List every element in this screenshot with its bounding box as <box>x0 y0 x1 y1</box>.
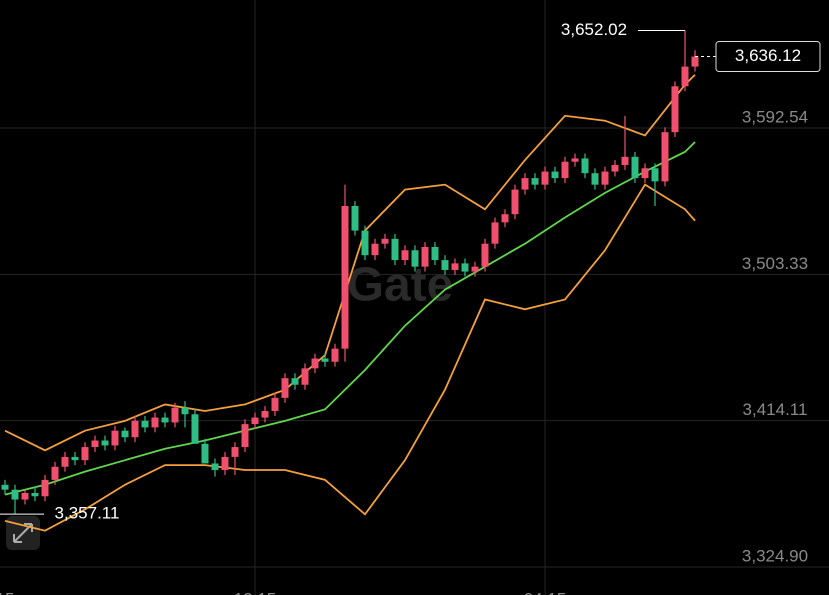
candle-body <box>571 158 579 162</box>
x-tick-label: 04:15 <box>524 589 567 595</box>
candle-body <box>351 205 359 231</box>
candle-body <box>551 171 559 179</box>
candle-body <box>481 243 489 267</box>
candle-body <box>211 463 219 471</box>
candle-body <box>591 173 599 185</box>
candle-body <box>291 378 299 385</box>
candle-body <box>51 466 59 480</box>
candle-body <box>661 132 669 182</box>
candle-body <box>471 266 479 272</box>
candle-body <box>651 168 659 182</box>
candle-body <box>331 348 339 362</box>
candle-body <box>601 171 609 185</box>
candle-body <box>121 430 129 438</box>
candle-body <box>611 164 619 172</box>
candle-body <box>261 410 269 418</box>
expand-icon[interactable] <box>6 516 40 550</box>
candle-body <box>161 417 169 423</box>
last-price-label: 3,636.12 <box>735 46 801 65</box>
candle-body <box>111 430 119 446</box>
candle-body <box>391 238 399 261</box>
candle-body <box>541 171 549 185</box>
candle-body <box>301 368 309 385</box>
candle-body <box>131 420 139 438</box>
candle-body <box>561 161 569 179</box>
candle-body <box>581 158 589 174</box>
candle-body <box>411 250 419 267</box>
candle-body <box>151 417 159 428</box>
candle-body <box>91 440 99 448</box>
candle-body <box>521 178 529 190</box>
candle-body <box>321 358 329 362</box>
y-tick-label: 3,414.11 <box>743 400 808 419</box>
candle-body <box>501 214 509 223</box>
candle-body <box>61 456 69 467</box>
high-marker-label: 3,652.02 <box>561 20 627 39</box>
candle-body <box>341 205 349 349</box>
candle-body <box>101 440 109 446</box>
y-tick-label: 3,503.33 <box>742 254 808 273</box>
candle-body <box>81 447 89 461</box>
candle-body <box>461 263 469 272</box>
x-tick-label: 15 <box>0 589 14 595</box>
x-tick-label: 12:15 <box>234 589 277 595</box>
candle-body <box>371 243 379 256</box>
candle-body <box>231 447 239 457</box>
last-price-box <box>715 41 821 73</box>
candle-body <box>281 378 289 398</box>
low-marker-label: 3,357.11 <box>55 504 120 523</box>
band-line <box>4 183 696 532</box>
candle-body <box>631 156 639 179</box>
candle-body <box>441 260 449 270</box>
candle-body <box>381 238 389 244</box>
candle-body <box>181 407 189 415</box>
candle-body <box>71 456 79 461</box>
candle-body <box>21 492 29 500</box>
candle-body <box>671 86 679 133</box>
candle-body <box>31 492 39 497</box>
band-line <box>4 141 696 496</box>
watermark: Gate <box>347 259 454 312</box>
y-tick-label: 3,592.54 <box>742 108 808 127</box>
candle-body <box>361 230 369 256</box>
y-tick-label: 3,324.90 <box>742 546 808 565</box>
candle-body <box>431 246 439 261</box>
candle-body <box>251 417 259 425</box>
candle-body <box>621 156 629 165</box>
candle-body <box>451 263 459 270</box>
candle-body <box>681 66 689 87</box>
candle-body <box>311 358 319 369</box>
candle-body <box>531 178 539 185</box>
candle-body <box>191 414 199 444</box>
candle-body <box>171 407 179 423</box>
candle-body <box>271 397 279 411</box>
candle-body <box>491 222 499 244</box>
candle-body <box>401 250 409 261</box>
candle-body <box>691 56 699 67</box>
candle-body <box>141 420 149 428</box>
candle-body <box>11 489 19 500</box>
candle-body <box>201 443 209 464</box>
candle-body <box>641 168 649 179</box>
candle-body <box>421 246 429 267</box>
candle-body <box>511 189 519 215</box>
candle-body <box>1 484 9 490</box>
candle-body <box>221 456 229 471</box>
candle-body <box>241 424 249 448</box>
candle-body <box>41 479 49 497</box>
